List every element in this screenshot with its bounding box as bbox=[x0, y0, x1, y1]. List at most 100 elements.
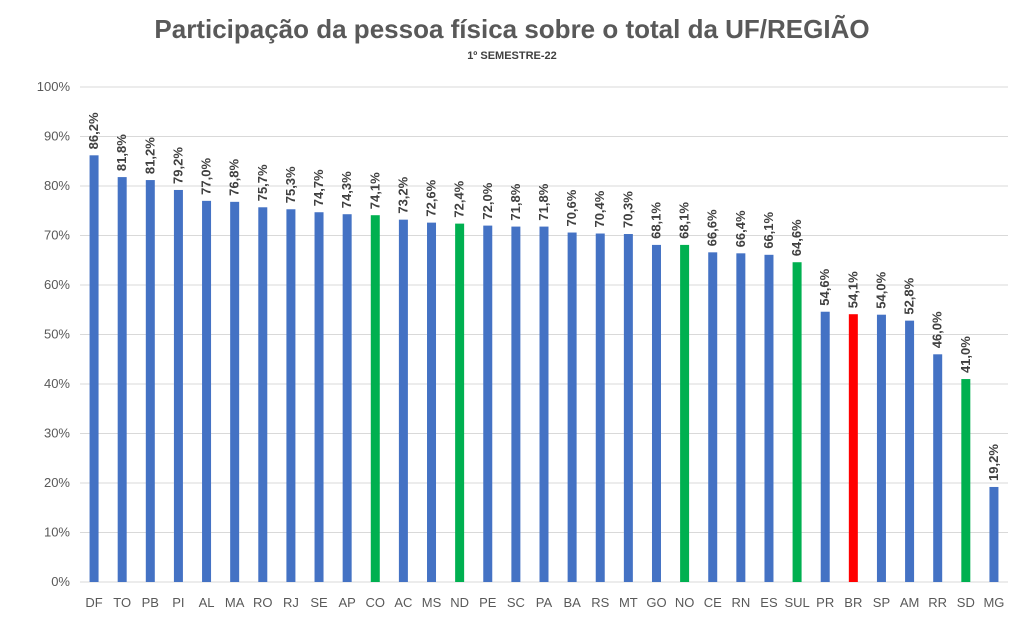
data-label-mt: 70,3% bbox=[620, 191, 635, 228]
x-tick-label-pr: PR bbox=[816, 595, 834, 610]
bar-sc bbox=[511, 226, 521, 582]
y-tick-label: 60% bbox=[44, 277, 70, 292]
bar-rs bbox=[595, 233, 605, 582]
x-tick-label-rn: RN bbox=[731, 595, 750, 610]
x-tick-label-df: DF bbox=[85, 595, 102, 610]
data-label-pi: 79,2% bbox=[170, 147, 185, 184]
x-tick-label-mg: MG bbox=[983, 595, 1004, 610]
data-label-no: 68,1% bbox=[677, 202, 692, 239]
data-label-mg: 19,2% bbox=[986, 444, 1001, 481]
y-tick-label: 20% bbox=[44, 475, 70, 490]
y-tick-label: 70% bbox=[44, 228, 70, 243]
bar-go bbox=[651, 244, 661, 582]
bar-ba bbox=[567, 232, 577, 582]
x-tick-label-mt: MT bbox=[619, 595, 638, 610]
data-label-sc: 71,8% bbox=[508, 183, 523, 220]
bar-ap bbox=[342, 214, 352, 582]
x-tick-label-ba: BA bbox=[563, 595, 581, 610]
data-label-br: 54,1% bbox=[845, 271, 860, 308]
x-tick-label-sul: SUL bbox=[784, 595, 809, 610]
x-tick-label-ms: MS bbox=[422, 595, 442, 610]
bar-mt bbox=[623, 234, 633, 582]
data-label-pr: 54,6% bbox=[817, 268, 832, 305]
data-label-sp: 54,0% bbox=[873, 271, 888, 308]
bar-rj bbox=[286, 209, 296, 582]
data-label-se: 74,7% bbox=[311, 169, 326, 206]
x-tick-label-go: GO bbox=[646, 595, 666, 610]
x-tick-label-co: CO bbox=[366, 595, 386, 610]
data-label-rj: 75,3% bbox=[283, 166, 298, 203]
bar-rr bbox=[933, 354, 943, 582]
x-axis-ticks: DF TO PB PI AL MA RO RJ SE AP CO AC MS ND PE SC PA BA RS MT… bbox=[85, 595, 1004, 610]
bar-pe bbox=[483, 225, 493, 582]
data-label-rr: 46,0% bbox=[930, 311, 945, 348]
x-tick-label-al: AL bbox=[199, 595, 215, 610]
data-label-ma: 76,8% bbox=[227, 159, 242, 196]
data-label-rn: 66,4% bbox=[733, 210, 748, 247]
bar-df bbox=[89, 155, 99, 582]
bar-ce bbox=[708, 252, 718, 582]
y-tick-label: 100% bbox=[37, 79, 71, 94]
bar-to bbox=[117, 177, 127, 582]
x-tick-label-pb: PB bbox=[142, 595, 159, 610]
x-tick-label-rr: RR bbox=[928, 595, 947, 610]
x-tick-label-se: SE bbox=[310, 595, 328, 610]
bar-sul bbox=[792, 262, 802, 582]
x-tick-label-ma: MA bbox=[225, 595, 245, 610]
data-label-al: 77,0% bbox=[199, 158, 214, 195]
bar-ac bbox=[398, 219, 408, 582]
x-tick-label-es: ES bbox=[760, 595, 778, 610]
bar-pa bbox=[539, 226, 549, 582]
data-label-rs: 70,4% bbox=[592, 190, 607, 227]
data-label-ms: 72,6% bbox=[424, 179, 439, 216]
x-tick-label-br: BR bbox=[844, 595, 862, 610]
x-tick-label-rj: RJ bbox=[283, 595, 299, 610]
y-tick-label: 90% bbox=[44, 129, 70, 144]
x-tick-label-ap: AP bbox=[338, 595, 355, 610]
data-label-es: 66,1% bbox=[761, 212, 776, 249]
bar-es bbox=[764, 254, 774, 582]
bar-rn bbox=[736, 253, 746, 582]
y-tick-label: 80% bbox=[44, 178, 70, 193]
x-tick-label-ac: AC bbox=[394, 595, 412, 610]
data-label-sul: 64,6% bbox=[789, 219, 804, 256]
data-label-ba: 70,6% bbox=[564, 189, 579, 226]
bar-mg bbox=[989, 486, 999, 582]
x-tick-label-ro: RO bbox=[253, 595, 273, 610]
y-tick-label: 30% bbox=[44, 426, 70, 441]
x-tick-label-to: TO bbox=[113, 595, 131, 610]
bar-ro bbox=[258, 207, 268, 582]
chart-title: Participação da pessoa física sobre o to… bbox=[154, 14, 870, 44]
bar-pb bbox=[145, 180, 155, 582]
bar-al bbox=[202, 200, 212, 582]
bar-am bbox=[905, 320, 915, 582]
y-tick-label: 40% bbox=[44, 376, 70, 391]
y-tick-label: 0% bbox=[51, 574, 70, 589]
data-label-pa: 71,8% bbox=[536, 183, 551, 220]
bar-se bbox=[314, 212, 324, 583]
bar-nd bbox=[455, 223, 465, 582]
bar-no bbox=[680, 244, 690, 582]
data-label-ro: 75,7% bbox=[255, 164, 270, 201]
x-tick-label-sp: SP bbox=[873, 595, 890, 610]
x-tick-label-ce: CE bbox=[704, 595, 722, 610]
data-label-pe: 72,0% bbox=[480, 182, 495, 219]
x-tick-label-sd: SD bbox=[957, 595, 975, 610]
x-tick-label-am: AM bbox=[900, 595, 920, 610]
chart-subtitle: 1º SEMESTRE-22 bbox=[467, 50, 557, 62]
bar-pr bbox=[820, 311, 830, 582]
bar-ma bbox=[230, 201, 240, 582]
x-tick-label-pe: PE bbox=[479, 595, 497, 610]
y-tick-label: 50% bbox=[44, 327, 70, 342]
x-tick-label-nd: ND bbox=[450, 595, 469, 610]
data-label-pb: 81,2% bbox=[142, 137, 157, 174]
data-label-co: 74,1% bbox=[367, 172, 382, 209]
data-label-ap: 74,3% bbox=[339, 171, 354, 208]
x-tick-label-pa: PA bbox=[536, 595, 553, 610]
x-tick-label-no: NO bbox=[675, 595, 695, 610]
data-label-ce: 66,6% bbox=[705, 209, 720, 246]
data-label-ac: 73,2% bbox=[395, 176, 410, 213]
data-label-df: 86,2% bbox=[86, 112, 101, 149]
